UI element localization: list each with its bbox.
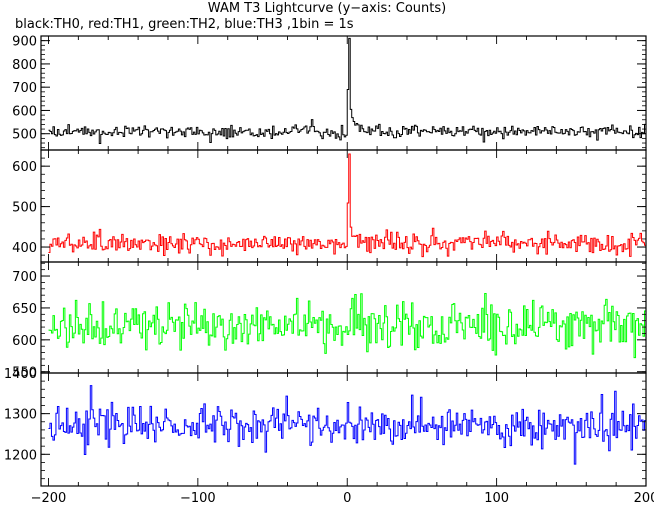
y-tick-label-th1: 600 — [12, 160, 37, 175]
y-tick-label-th3: 1300 — [4, 408, 37, 423]
series-line-th2 — [48, 292, 646, 359]
y-tick-label-th0: 500 — [12, 128, 37, 143]
series-line-th3 — [48, 385, 646, 465]
y-tick-label-th0: 800 — [12, 58, 37, 73]
y-tick-label-th1: 400 — [12, 241, 37, 256]
y-tick-label-th3: 1200 — [4, 448, 37, 463]
series-line-th0 — [48, 37, 646, 145]
y-tick-label-th2: 700 — [12, 270, 37, 285]
y-tick-label-th2: 600 — [12, 334, 37, 349]
x-tick-label: −200 — [31, 491, 67, 505]
y-tick-label-th3: 1400 — [4, 367, 37, 382]
chart-subtitle: black:TH0, red:TH1, green:TH2, blue:TH3 … — [15, 17, 354, 32]
x-tick-label: 0 — [343, 491, 351, 505]
y-tick-label-th1: 500 — [12, 201, 37, 216]
y-tick-label-th2: 550 — [12, 366, 37, 381]
x-tick-label: −100 — [180, 491, 216, 505]
y-tick-label-th0: 600 — [12, 104, 37, 119]
y-tick-label-th0: 700 — [12, 81, 37, 96]
y-tick-label-th0: 900 — [12, 35, 37, 50]
panel-frame-th3 — [40, 372, 647, 487]
series-line-th1 — [48, 153, 646, 258]
x-tick-label: 100 — [484, 491, 509, 505]
y-tick-label-th2: 650 — [12, 302, 37, 317]
x-tick-label: 200 — [634, 491, 654, 505]
chart-title: WAM T3 Lightcurve (y−axis: Counts) — [207, 1, 447, 16]
